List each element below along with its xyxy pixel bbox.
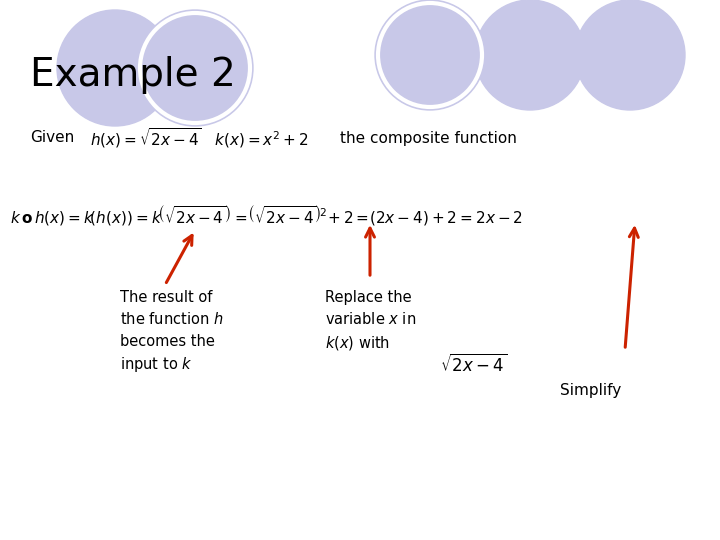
- Ellipse shape: [475, 0, 585, 110]
- Text: The result of
the function $h$
becomes the
input to $k$: The result of the function $h$ becomes t…: [120, 290, 223, 375]
- Ellipse shape: [375, 0, 485, 110]
- Ellipse shape: [57, 10, 173, 126]
- Ellipse shape: [575, 0, 685, 110]
- Text: $h(x)=\sqrt{2x-4}\quad k(x)=x^2+2$: $h(x)=\sqrt{2x-4}\quad k(x)=x^2+2$: [90, 126, 309, 150]
- Text: Simplify: Simplify: [560, 382, 621, 397]
- Text: Given: Given: [30, 131, 74, 145]
- Text: Replace the
variable $x$ in
$k(x)$ with: Replace the variable $x$ in $k(x)$ with: [325, 290, 416, 352]
- Text: the composite function: the composite function: [340, 131, 517, 145]
- Text: $\sqrt{2x-4}$: $\sqrt{2x-4}$: [440, 354, 507, 376]
- Ellipse shape: [137, 10, 253, 126]
- Text: $k\,\mathbf{o}\,h(x)=k\!\left(h(x)\right)=k\!\left(\sqrt{2x-4}\right)=\!\left(\s: $k\,\mathbf{o}\,h(x)=k\!\left(h(x)\right…: [10, 203, 523, 227]
- Text: Example 2: Example 2: [30, 56, 235, 94]
